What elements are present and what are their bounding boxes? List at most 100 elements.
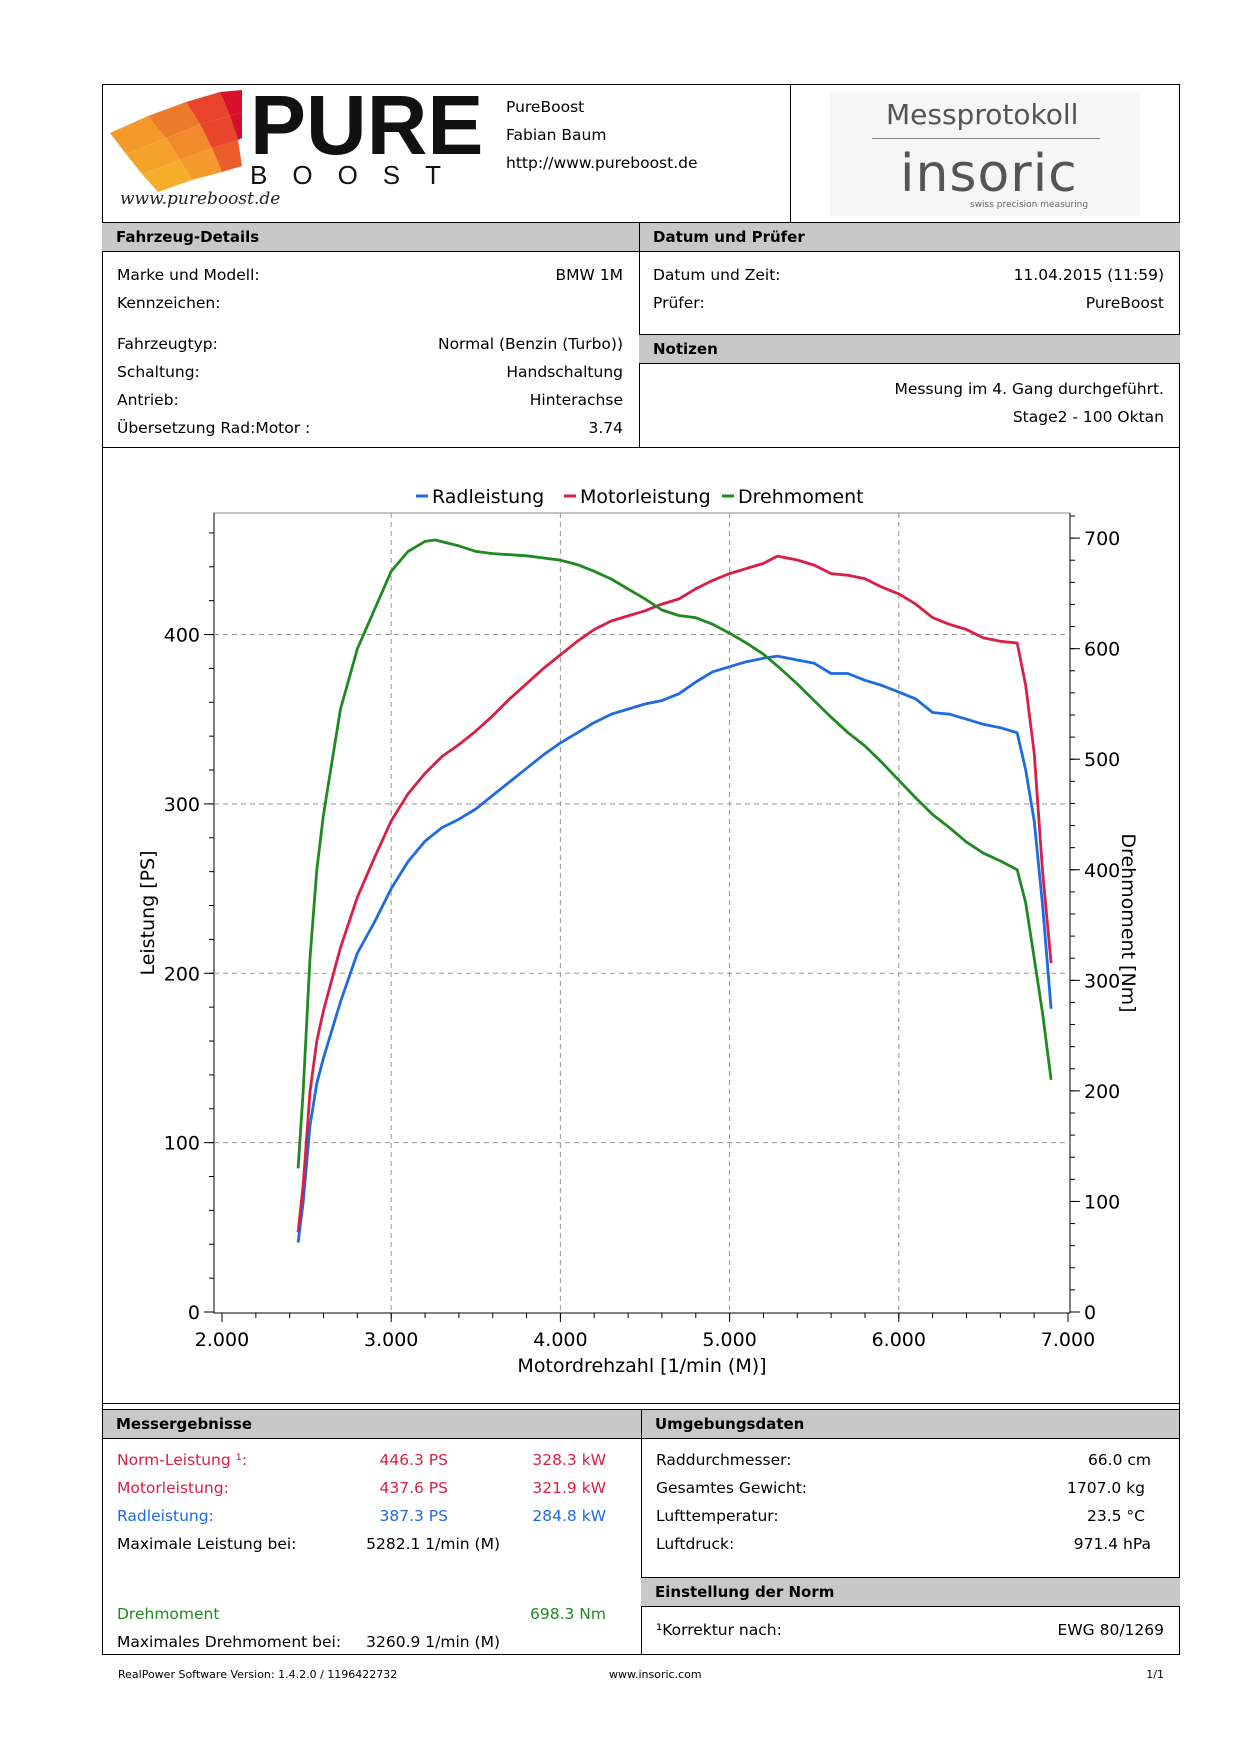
footer-site[interactable]: www.insoric.com xyxy=(609,1668,702,1681)
x-tick-label: 2.000 xyxy=(195,1329,249,1351)
x-tick-label: 3.000 xyxy=(364,1329,418,1351)
company-url[interactable]: http://www.pureboost.de xyxy=(506,154,698,172)
norm-section-title: Einstellung der Norm xyxy=(655,1583,835,1601)
protocol-title: Messprotokoll xyxy=(886,98,1079,131)
legend-label-drehmoment: Drehmoment xyxy=(738,486,864,508)
wheel-power-label: Radleistung: xyxy=(117,1507,214,1525)
air-pressure-value: 971.4 hPa xyxy=(1073,1535,1151,1553)
legend-label-radleistung: Radleistung xyxy=(432,486,544,508)
make-model-label: Marke und Modell: xyxy=(117,266,260,284)
bottom-frame xyxy=(102,1403,1180,1655)
weight-label: Gesamtes Gewicht: xyxy=(656,1479,808,1497)
max-torque-rpm: 3260.9 1/min (M) xyxy=(366,1633,500,1651)
y-left-tick-label: 100 xyxy=(164,1133,200,1155)
plot-area xyxy=(213,512,1071,1314)
tester-value: PureBoost xyxy=(1085,294,1164,312)
datetime-value: 11.04.2015 (11:59) xyxy=(1013,266,1164,284)
vehicle-section-header: Fahrzeug-Details xyxy=(102,222,639,252)
torque-value: 698.3 Nm xyxy=(530,1605,606,1623)
y-right-tick-label: 300 xyxy=(1084,970,1120,992)
air-temp-label: Lufttemperatur: xyxy=(656,1507,779,1525)
vehicle-type-value: Normal (Benzin (Turbo)) xyxy=(437,335,623,353)
transmission-value: Handschaltung xyxy=(506,363,623,381)
environment-section-title: Umgebungsdaten xyxy=(655,1415,805,1433)
y-right-tick-label: 600 xyxy=(1084,639,1120,661)
norm-label: ¹Korrektur nach: xyxy=(656,1621,782,1639)
drive-value: Hinterachse xyxy=(529,391,623,409)
norm-power-label: Norm-Leistung ¹: xyxy=(117,1451,248,1469)
dyno-chart: 2.000 3.000 4.000 5.000 6.000 7.000 0 100 200 300… xyxy=(137,486,1139,1377)
results-section-title: Messergebnisse xyxy=(116,1415,253,1433)
logo-script: www.pureboost.de xyxy=(120,189,280,209)
y-left-axis-label: Leistung [PS] xyxy=(137,850,159,975)
wheel-diameter-value: 66.0 cm xyxy=(1087,1451,1151,1469)
date-section-header: Datum und Prüfer xyxy=(639,222,1180,252)
ratio-label: Übersetzung Rad:Motor : xyxy=(117,419,311,437)
wheel-power-ps: 387.3 PS xyxy=(379,1507,449,1525)
engine-power-kw: 321.9 kW xyxy=(532,1479,606,1497)
norm-power-kw: 328.3 kW xyxy=(532,1451,606,1469)
x-tick-label: 6.000 xyxy=(872,1329,926,1351)
engine-power-label: Motorleistung: xyxy=(117,1479,229,1497)
insoric-logo-box: Messprotokoll insoric swiss precision me… xyxy=(830,92,1140,216)
note-line-1: Messung im 4. Gang durchgeführt. xyxy=(894,380,1164,398)
y-right-tick-label: 500 xyxy=(1084,749,1120,771)
make-model-value: BMW 1M xyxy=(555,266,624,284)
x-axis-label: Motordrehzahl [1/min (M)] xyxy=(517,1355,766,1377)
license-label: Kennzeichen: xyxy=(117,294,221,312)
series-line-radleistung xyxy=(296,654,1053,1243)
footer-software: RealPower Software Version: 1.4.2.0 / 11… xyxy=(118,1668,398,1681)
company-name: PureBoost xyxy=(506,98,585,116)
drive-label: Antrieb: xyxy=(117,391,179,409)
weight-value: 1707.0 kg xyxy=(1067,1479,1145,1497)
wheel-power-kw: 284.8 kW xyxy=(532,1507,606,1525)
norm-section-header: Einstellung der Norm xyxy=(641,1577,1180,1607)
bottom-divider xyxy=(641,1409,642,1655)
legend-label-motorleistung: Motorleistung xyxy=(580,486,711,508)
y-left-tick-label: 300 xyxy=(164,794,200,816)
x-tick-label: 7.000 xyxy=(1041,1329,1095,1351)
header-divider xyxy=(790,84,791,222)
y-left-tick-label: 0 xyxy=(188,1302,200,1324)
max-power-label: Maximale Leistung bei: xyxy=(117,1535,297,1553)
y-right-tick-label: 100 xyxy=(1084,1191,1120,1213)
datetime-label: Datum und Zeit: xyxy=(653,266,781,284)
series-line-motorleistung xyxy=(296,554,1053,1233)
brand-name: insoric xyxy=(900,144,1078,204)
engine-power-ps: 437.6 PS xyxy=(379,1479,449,1497)
y-right-tick-label: 700 xyxy=(1084,528,1120,550)
results-section-header: Messergebnisse xyxy=(102,1409,641,1439)
y-right-tick-label: 400 xyxy=(1084,860,1120,882)
ratio-value: 3.74 xyxy=(588,419,623,437)
norm-power-ps: 446.3 PS xyxy=(379,1451,449,1469)
max-power-rpm: 5282.1 1/min (M) xyxy=(366,1535,500,1553)
series-line-drehmoment xyxy=(296,538,1053,1169)
note-line-2: Stage2 - 100 Oktan xyxy=(1012,408,1164,426)
pureboost-logo: PURE BOOST www.pureboost.de xyxy=(108,78,488,218)
max-torque-label: Maximales Drehmoment bei: xyxy=(117,1633,342,1651)
vehicle-type-label: Fahrzeugtyp: xyxy=(117,335,218,353)
norm-value: EWG 80/1269 xyxy=(1057,1621,1164,1639)
transmission-label: Schaltung: xyxy=(117,363,200,381)
notes-section-title: Notizen xyxy=(653,340,718,358)
date-section-title: Datum und Prüfer xyxy=(653,228,805,246)
logo-tiles-icon xyxy=(110,90,242,192)
brand-tagline: swiss precision measuring xyxy=(970,200,1089,210)
environment-section-header: Umgebungsdaten xyxy=(641,1409,1180,1439)
logo-sub: BOOST xyxy=(250,160,466,190)
person-name: Fabian Baum xyxy=(506,126,607,144)
divider xyxy=(102,447,1180,448)
y-right-tick-label: 200 xyxy=(1084,1081,1120,1103)
x-tick-label: 4.000 xyxy=(533,1329,587,1351)
vehicle-section-title: Fahrzeug-Details xyxy=(116,228,260,246)
y-left-tick-label: 400 xyxy=(164,625,200,647)
y-left-tick-label: 200 xyxy=(164,963,200,985)
logo-word: PURE xyxy=(250,88,483,172)
x-tick-label: 5.000 xyxy=(702,1329,756,1351)
air-temp-value: 23.5 °C xyxy=(1086,1507,1145,1525)
y-right-tick-label: 0 xyxy=(1084,1302,1096,1324)
torque-label: Drehmoment xyxy=(117,1605,220,1623)
wheel-diameter-label: Raddurchmesser: xyxy=(656,1451,792,1469)
tester-label: Prüfer: xyxy=(653,294,705,312)
title-underline xyxy=(872,138,1100,139)
